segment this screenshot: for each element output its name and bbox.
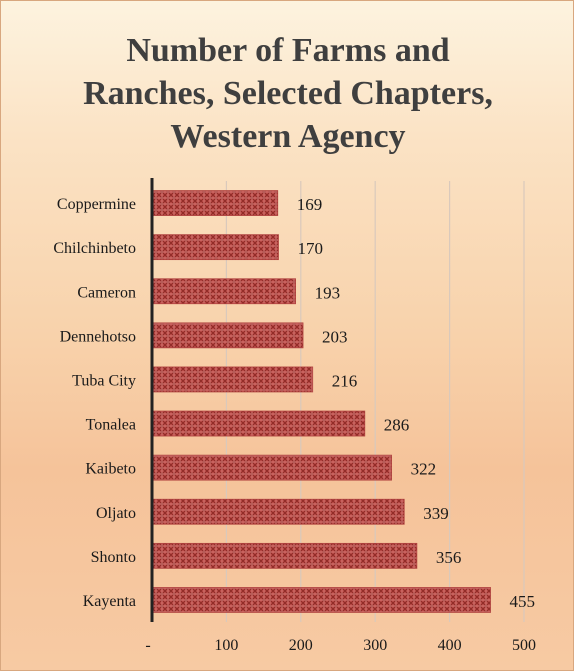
category-label: Kaibeto xyxy=(85,461,136,478)
category-label: Kayenta xyxy=(83,593,136,610)
x-tick-label: 300 xyxy=(363,637,387,654)
category-label: Coppermine xyxy=(57,196,136,213)
data-label: 193 xyxy=(315,283,341,302)
category-label: Tuba City xyxy=(72,372,136,389)
x-tick-label: - xyxy=(145,637,150,654)
category-label: Dennehotso xyxy=(60,328,136,345)
x-tick-label: 500 xyxy=(512,637,536,654)
data-label: 339 xyxy=(423,504,449,523)
category-label: Chilchinbeto xyxy=(53,240,136,257)
data-label: 356 xyxy=(436,548,462,567)
data-label: 170 xyxy=(297,239,323,258)
data-label: 203 xyxy=(322,327,348,346)
bar xyxy=(152,366,314,393)
data-label: 216 xyxy=(332,371,358,390)
bar xyxy=(152,587,491,613)
bar xyxy=(152,498,405,525)
x-tick-label: 400 xyxy=(438,637,462,654)
category-label: Shonto xyxy=(91,549,136,566)
bar xyxy=(152,190,279,216)
chart-title-line-1: Number of Farms and xyxy=(126,32,450,69)
data-label: 322 xyxy=(411,460,437,479)
category-label: Cameron xyxy=(77,284,136,301)
chart-title-line-3: Western Agency xyxy=(170,118,406,155)
data-label: 455 xyxy=(510,592,536,611)
x-tick-label: 200 xyxy=(289,637,313,654)
bar xyxy=(152,234,279,261)
x-tick-label: 100 xyxy=(214,637,238,654)
chart-title: Number of Farms and Ranches, Selected Ch… xyxy=(41,29,535,158)
bar xyxy=(152,322,304,349)
data-label: 169 xyxy=(297,195,323,214)
bar xyxy=(152,278,296,305)
chart-title-line-2: Ranches, Selected Chapters, xyxy=(83,75,493,112)
bar xyxy=(152,454,392,481)
bar xyxy=(152,542,418,569)
category-label: Tonalea xyxy=(86,417,136,434)
category-label: Oljato xyxy=(96,505,136,522)
bar xyxy=(152,410,366,437)
data-label: 286 xyxy=(384,416,410,435)
